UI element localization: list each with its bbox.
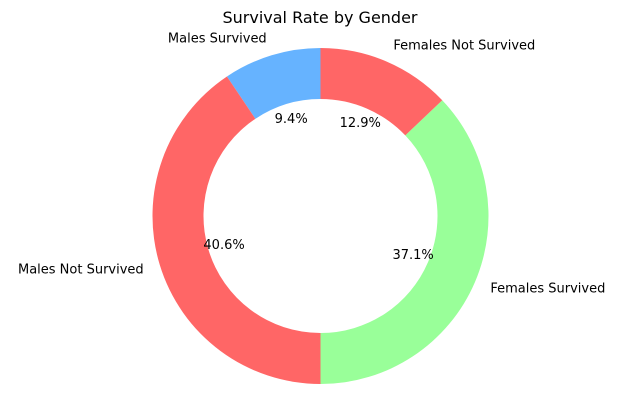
slice-females-survived	[320, 100, 489, 384]
slice-labels: Males Survived 9.4% Males Not Survived 40.6…	[18, 32, 605, 297]
pct-males-not-survived: 40.6%	[203, 238, 244, 253]
slice-males-survived	[226, 48, 321, 119]
slice-females-not-survived	[320, 48, 443, 136]
chart-title: Survival Rate by Gender	[222, 8, 417, 27]
donut-slices	[152, 48, 489, 384]
pct-males-survived: 9.4%	[275, 112, 308, 127]
label-males-survived: Males Survived	[168, 32, 267, 47]
label-males-not-survived: Males Not Survived	[18, 262, 144, 277]
slice-males-not-survived	[152, 76, 321, 384]
pct-females-not-survived: 12.9%	[340, 116, 381, 131]
label-females-not-survived: Females Not Survived	[393, 39, 535, 54]
pct-females-survived: 37.1%	[392, 248, 433, 263]
label-females-survived: Females Survived	[490, 281, 605, 296]
